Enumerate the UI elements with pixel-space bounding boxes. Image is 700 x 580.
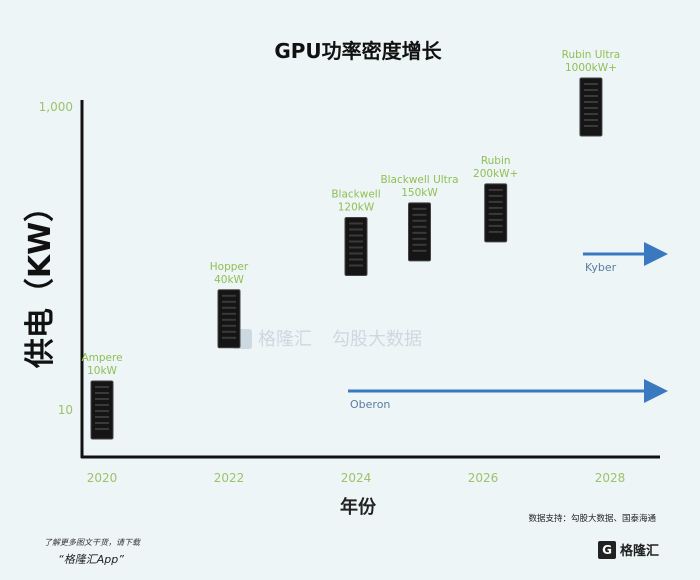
rack-slot	[349, 234, 363, 237]
x-tick-label: 2028	[595, 471, 626, 485]
rack-slot	[412, 219, 427, 222]
rack-slot	[488, 212, 503, 215]
point-value-label: 10kW	[87, 365, 117, 377]
rack-slot	[488, 224, 503, 227]
brand-logo: G 格隆汇	[598, 540, 659, 559]
source-note: 数据支持：勾股大数据、国泰海通	[528, 514, 656, 524]
rack-slot	[583, 125, 598, 127]
y-tick-label: 10	[58, 403, 73, 417]
rack-slot	[412, 249, 427, 252]
rack-slot	[95, 422, 109, 424]
point-value-label: 200kW+	[473, 168, 518, 180]
point-name-label: Rubin	[481, 155, 511, 167]
rack-slot	[349, 228, 363, 231]
footer-note: 了解更多图文干货，请下载	[44, 538, 140, 547]
rack-slot	[583, 113, 598, 115]
watermark-partner: 勾股大数据	[332, 329, 422, 350]
point-name-label: Rubin Ultra	[562, 49, 621, 61]
x-tick-label: 2022	[214, 471, 245, 485]
watermark: 格隆汇 勾股大数据	[232, 329, 422, 350]
point-name-label: Ampere	[81, 352, 122, 364]
rack-slot	[95, 416, 109, 418]
rack-slot	[488, 188, 503, 191]
point-name-label: Blackwell	[331, 189, 380, 201]
rack-slot	[583, 95, 598, 97]
rack-slot	[95, 386, 109, 388]
point-value-label: 120kW	[338, 202, 375, 214]
rack-slot	[349, 240, 363, 243]
rack-slot	[95, 428, 109, 430]
rack-slot	[412, 225, 427, 228]
rack-slot	[412, 243, 427, 246]
rack-slot	[583, 107, 598, 109]
y-tick-label: 1,000	[39, 100, 73, 114]
y-axis-title: 供电（KW）	[23, 192, 58, 369]
rack-slot	[488, 218, 503, 221]
x-axis-title: 年份	[340, 496, 377, 518]
rack-slot	[95, 398, 109, 400]
rack-slot	[222, 294, 236, 297]
rack-slot	[583, 101, 598, 103]
brand-mark-icon: G	[598, 540, 616, 559]
rack-slot	[222, 318, 236, 321]
point-name-label: Hopper	[210, 261, 249, 273]
rack-slot	[222, 312, 236, 315]
x-tick-label: 2026	[468, 471, 499, 485]
footer-app-name: “格隆汇App”	[58, 553, 124, 566]
rack-slot	[222, 336, 236, 339]
rack-slot	[349, 252, 363, 255]
rack-slot	[222, 306, 236, 309]
rack-slot	[412, 237, 427, 240]
point-value-label: 40kW	[214, 274, 244, 286]
rack-slot	[583, 89, 598, 91]
x-tick-label: 2020	[87, 471, 118, 485]
rack-slot	[349, 264, 363, 267]
rack-slot	[412, 207, 427, 210]
rack-slot	[488, 194, 503, 197]
platform-label: Kyber	[585, 261, 617, 274]
platform-label: Oberon	[350, 398, 390, 411]
watermark-brand: 格隆汇	[258, 329, 312, 350]
rack-slot	[222, 300, 236, 303]
rack-slot	[488, 206, 503, 209]
rack-slot	[95, 392, 109, 394]
rack-slot	[412, 213, 427, 216]
rack-slot	[583, 119, 598, 121]
brand-name: 格隆汇	[620, 544, 660, 559]
rack-point	[344, 217, 368, 277]
rack-slot	[349, 246, 363, 249]
chart-title: GPU功率密度增长	[274, 39, 442, 63]
x-tick-label: 2024	[341, 471, 372, 485]
rack-slot	[349, 222, 363, 225]
rack-slot	[412, 231, 427, 234]
point-value-label: 150kW	[401, 187, 438, 199]
point-value-label: 1000kW+	[565, 62, 617, 74]
rack-slot	[222, 324, 236, 327]
rack-slot	[95, 410, 109, 412]
rack-slot	[95, 404, 109, 406]
point-name-label: Blackwell Ultra	[380, 174, 458, 186]
rack-slot	[583, 83, 598, 85]
rack-slot	[488, 200, 503, 203]
rack-slot	[222, 330, 236, 333]
rack-slot	[488, 230, 503, 233]
rack-slot	[349, 258, 363, 261]
